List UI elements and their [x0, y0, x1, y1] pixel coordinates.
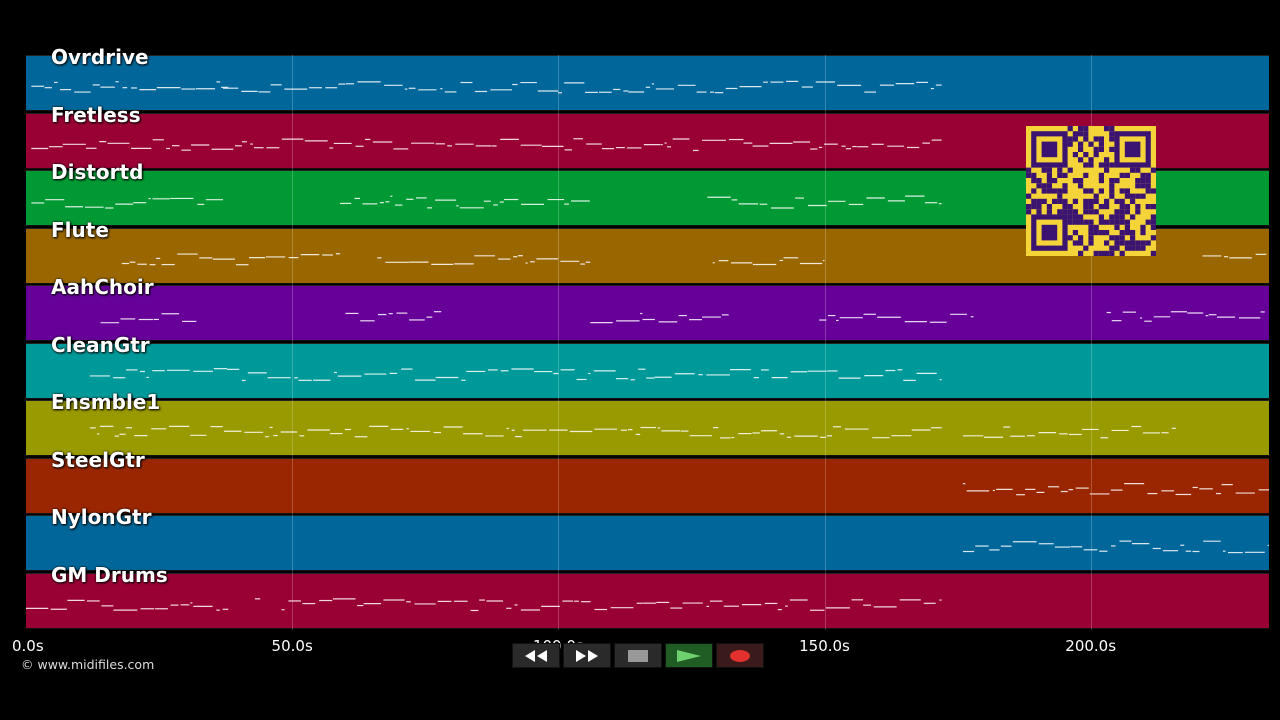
stop-button[interactable]	[614, 643, 662, 668]
rewind-icon	[525, 649, 547, 662]
fast-forward-icon	[576, 649, 598, 662]
track-label: AahChoir	[51, 275, 154, 299]
track-label: Ensmble1	[51, 390, 161, 414]
track-label: Distortd	[51, 160, 144, 184]
qr-code-icon	[1026, 126, 1156, 256]
track-lane	[26, 285, 1269, 341]
record-icon	[730, 649, 750, 662]
stop-icon	[628, 649, 648, 662]
track-label: CleanGtr	[51, 332, 150, 357]
track-label: GM Drums	[51, 562, 168, 587]
track-label: Ovrdrive	[51, 45, 149, 69]
track-lane	[26, 515, 1269, 571]
track-lane	[26, 572, 1269, 629]
time-gridline	[558, 55, 560, 630]
time-tick-label: 0.0s	[12, 637, 44, 655]
time-tick-label: 150.0s	[799, 637, 850, 655]
time-gridline	[292, 55, 294, 630]
copyright-text: © www.midifiles.com	[21, 657, 155, 672]
track-lane	[26, 342, 1269, 399]
forward-button[interactable]	[563, 643, 611, 668]
time-tick-label: 50.0s	[271, 637, 313, 655]
track-label: Fretless	[51, 102, 141, 127]
time-tick-label: 200.0s	[1065, 637, 1117, 655]
track-lane	[26, 457, 1269, 514]
track-lane	[26, 400, 1269, 456]
track-label: SteelGtr	[51, 447, 145, 472]
time-gridline	[824, 55, 826, 630]
rewind-button[interactable]	[512, 643, 560, 668]
track-lane	[26, 55, 1269, 111]
play-icon	[677, 649, 701, 662]
time-gridline	[1090, 55, 1092, 630]
play-button[interactable]	[665, 643, 713, 668]
record-button[interactable]	[716, 643, 764, 668]
transport-controls	[512, 643, 764, 668]
track-label: Flute	[51, 217, 109, 242]
track-label: NylonGtr	[51, 505, 152, 529]
